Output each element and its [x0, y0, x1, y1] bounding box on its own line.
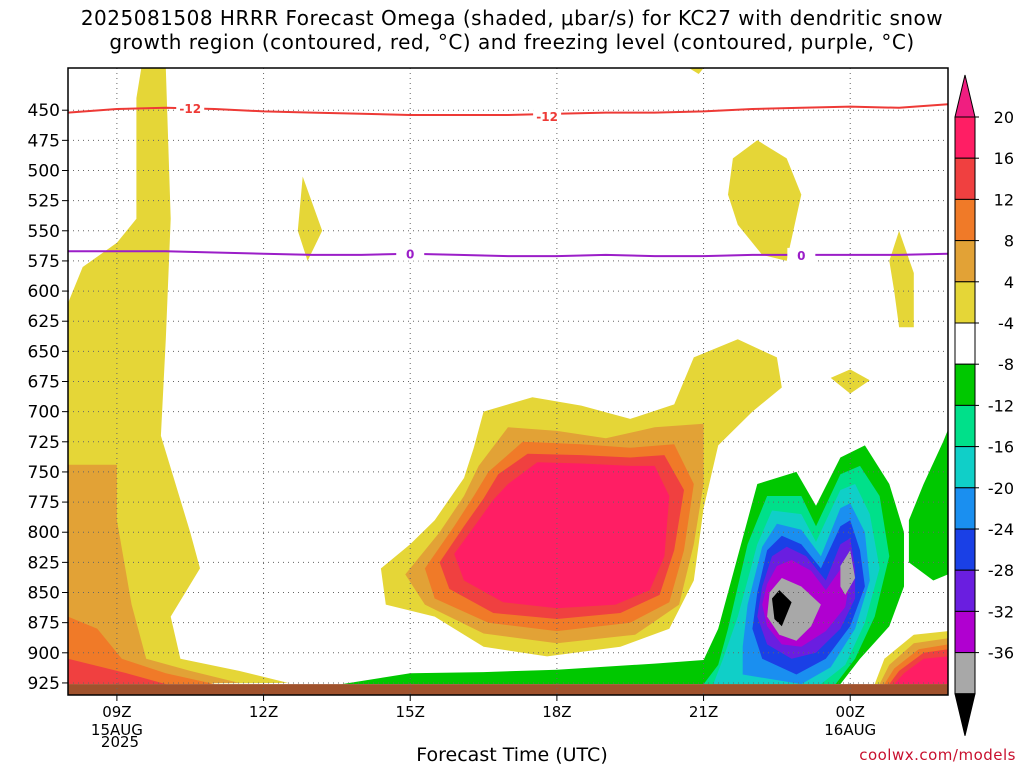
contour-label-0-1: 0 — [797, 249, 805, 263]
colorbar-label-12: 12 — [994, 190, 1014, 209]
omega-region-4-5 — [728, 140, 802, 261]
omega-region-ground-31 — [68, 684, 948, 695]
colorbar-label--32: -32 — [988, 602, 1014, 621]
omega-region-8-1 — [68, 464, 240, 685]
y-tick-label-900: 900 — [28, 644, 60, 664]
grid — [68, 68, 948, 695]
omega-region-4-7 — [830, 369, 870, 394]
x-tick-label-18Z: 18Z — [542, 703, 571, 721]
colorbar-swatch-5 — [954, 322, 976, 365]
x-tick-label-15Z: 15Z — [396, 703, 425, 721]
x-tick-sublabel-09Z: 15AUG — [91, 721, 143, 739]
colorbar-swatch-8 — [954, 446, 976, 489]
colorbar-swatch-13 — [954, 652, 976, 695]
colorbar-swatch-12 — [954, 610, 976, 654]
omega-region--4-24 — [908, 429, 948, 581]
omega-region-20-12 — [454, 462, 670, 609]
chart-title: 2025081508 HRRR Forecast Omega (shaded, … — [0, 6, 1024, 54]
y-tick-label-750: 750 — [28, 463, 60, 483]
y-tick-label-475: 475 — [28, 131, 60, 151]
omega-region-12-2 — [68, 616, 215, 685]
colorbar-swatch-3 — [954, 240, 976, 283]
x-axis-label: Forecast Time (UTC) — [416, 744, 608, 766]
colorbar-label-4: 4 — [1004, 273, 1014, 292]
colorbar-label-20: 20 — [994, 108, 1014, 127]
colorbar: 20 16 12 8 4 -4 -8 -12 -16 -20 -24 -28 -32 -36 — [954, 74, 1014, 736]
contour-label--12-1: -12 — [536, 110, 558, 124]
omega-region-16-3 — [68, 658, 166, 685]
colorbar-swatch-0 — [954, 116, 976, 159]
shaded-regions — [68, 68, 948, 695]
colorbar-label--20: -20 — [988, 479, 1014, 498]
y-tick-label-725: 725 — [28, 433, 60, 453]
x-tick-label-12Z: 12Z — [249, 703, 278, 721]
colorbar-swatch-9 — [954, 487, 976, 530]
contour-label-0-0: 0 — [406, 248, 414, 262]
chart-title-line1: 2025081508 HRRR Forecast Omega (shaded, … — [80, 6, 944, 30]
y-tick-label-850: 850 — [28, 584, 60, 604]
colorbar-bottom-arrow — [954, 693, 976, 736]
colorbar-swatch-2 — [954, 198, 976, 242]
year-label: 2025 — [100, 733, 140, 751]
y-tick-label-875: 875 — [28, 614, 60, 634]
colorbar-label--16: -16 — [988, 438, 1014, 457]
omega-region-4-30 — [688, 68, 704, 74]
axes: 450 475 500 525 550 575 600 625 650 675 700 725 750 7… — [28, 67, 949, 739]
x-tick-label-21Z: 21Z — [689, 703, 718, 721]
credit-link[interactable]: coolwx.com/models — [859, 746, 1016, 764]
colorbar-swatch-11 — [954, 569, 976, 612]
omega-region-20-29 — [894, 656, 948, 685]
colorbar-top-arrow — [954, 74, 976, 118]
y-tick-label-825: 825 — [28, 553, 60, 573]
y-tick-label-925: 925 — [28, 674, 60, 694]
y-tick-label-675: 675 — [28, 373, 60, 393]
contour-label--12-0: -12 — [179, 102, 201, 116]
omega-region--32-22 — [840, 550, 856, 595]
colorbar-swatch-7 — [954, 404, 976, 448]
contour-line-0 — [68, 250, 949, 258]
omega-region-4-4 — [297, 176, 323, 261]
colorbar-swatch-4 — [954, 281, 976, 324]
omega-region--36-23 — [772, 590, 792, 627]
colorbar-swatch-1 — [954, 157, 976, 200]
x-tick-label-00Z: 00Z — [836, 703, 865, 721]
omega-region-4-0 — [68, 68, 288, 685]
y-tick-label-650: 650 — [28, 342, 60, 362]
contour-label-bg-0-1 — [787, 247, 816, 262]
y-tick-label-700: 700 — [28, 403, 60, 423]
colorbar-label--12: -12 — [988, 396, 1014, 415]
y-tick-label-525: 525 — [28, 192, 60, 212]
contour-label-bg--12-1 — [533, 109, 562, 124]
colorbar-label--4: -4 — [998, 314, 1014, 333]
y-tick-label-450: 450 — [28, 101, 60, 121]
y-tick-label-550: 550 — [28, 222, 60, 242]
y-tick-label-775: 775 — [28, 493, 60, 513]
y-tick-label-625: 625 — [28, 312, 60, 332]
y-tick-label-800: 800 — [28, 523, 60, 543]
colorbar-label--24: -24 — [988, 520, 1014, 539]
contour-label-bg--12-0 — [176, 100, 205, 115]
chart-title-line2: growth region (contoured, red, °C) and f… — [109, 30, 915, 54]
colorbar-label-16: 16 — [994, 149, 1014, 168]
y-tick-label-575: 575 — [28, 252, 60, 272]
colorbar-swatch-6 — [954, 363, 976, 406]
colorbar-label--28: -28 — [988, 561, 1014, 580]
contour-line--12 — [67, 103, 949, 116]
colorbar-label--8: -8 — [998, 355, 1014, 374]
colorbar-label-8: 8 — [1004, 232, 1014, 251]
contours: -12 -12 0 0 — [67, 100, 949, 263]
colorbar-swatch-10 — [954, 528, 976, 571]
x-tick-label-09Z: 09Z — [102, 703, 131, 721]
colorbar-label--36: -36 — [988, 644, 1014, 663]
omega-region-4-6 — [889, 230, 914, 328]
x-tick-sublabel-00Z: 16AUG — [824, 721, 876, 739]
contour-label-bg-0-0 — [396, 246, 425, 261]
y-tick-label-500: 500 — [28, 161, 60, 181]
y-tick-label-600: 600 — [28, 282, 60, 302]
